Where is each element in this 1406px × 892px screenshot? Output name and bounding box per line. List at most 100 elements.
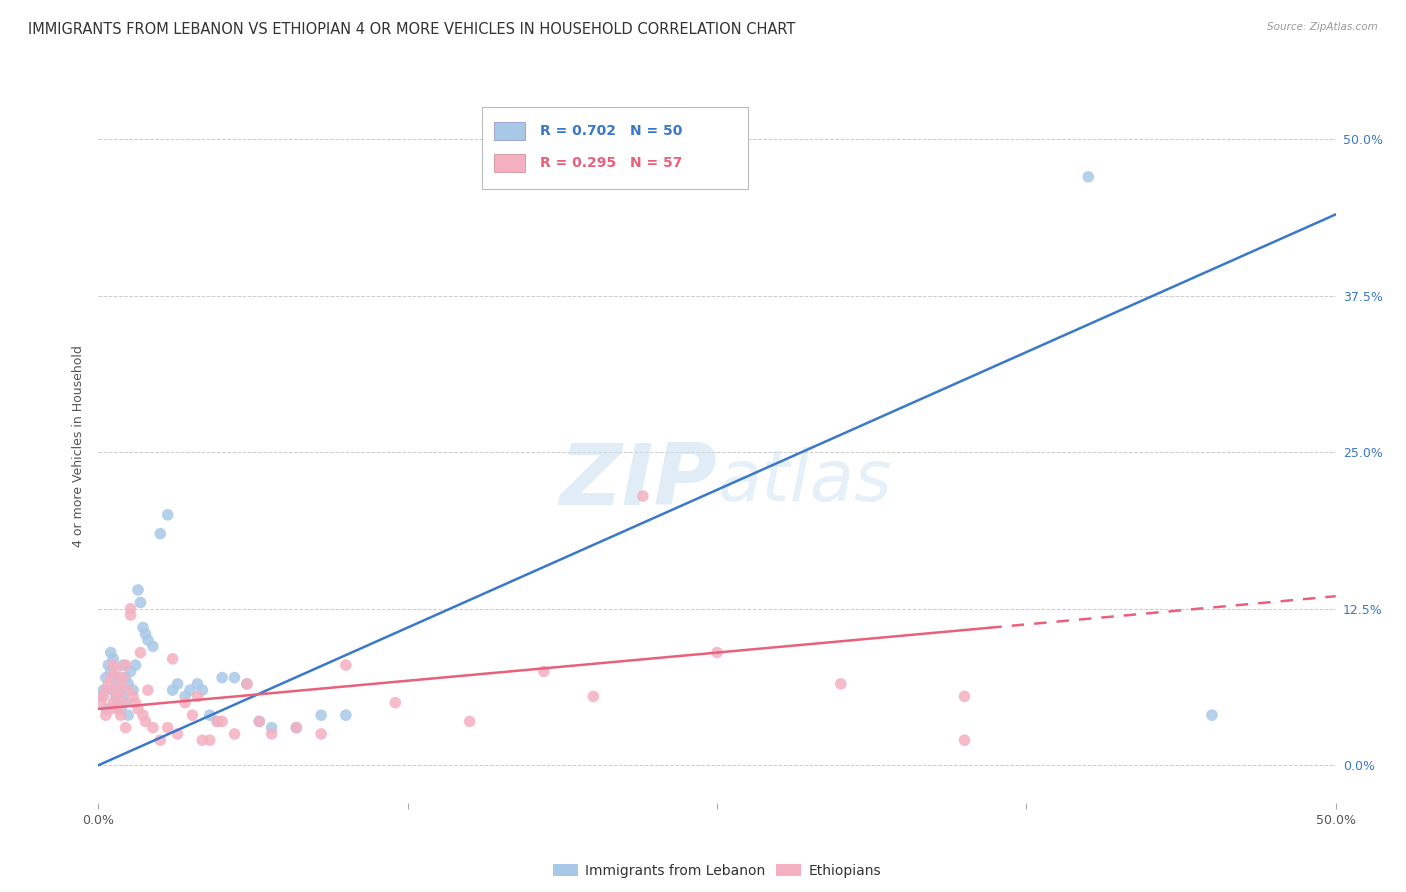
Point <box>94 683 117 698</box>
Point <box>103 696 125 710</box>
Point <box>104 677 127 691</box>
Text: R = 0.702: R = 0.702 <box>540 124 616 137</box>
Point <box>181 708 204 723</box>
Point <box>191 683 214 698</box>
Point <box>309 708 332 723</box>
Point <box>582 690 605 704</box>
Point <box>166 677 188 691</box>
Point <box>114 721 136 735</box>
Point <box>706 646 728 660</box>
Point <box>129 646 152 660</box>
Point <box>103 658 125 673</box>
Point <box>134 627 156 641</box>
Point <box>211 671 233 685</box>
FancyBboxPatch shape <box>482 107 748 189</box>
Point <box>110 677 132 691</box>
Point <box>117 683 139 698</box>
Point <box>97 677 120 691</box>
Point <box>384 696 406 710</box>
Point <box>94 708 117 723</box>
Point <box>114 696 136 710</box>
Point <box>285 721 308 735</box>
Point <box>186 690 208 704</box>
Point <box>129 595 152 609</box>
Text: atlas: atlas <box>717 447 891 516</box>
Y-axis label: 4 or more Vehicles in Household: 4 or more Vehicles in Household <box>72 345 86 547</box>
Text: IMMIGRANTS FROM LEBANON VS ETHIOPIAN 4 OR MORE VEHICLES IN HOUSEHOLD CORRELATION: IMMIGRANTS FROM LEBANON VS ETHIOPIAN 4 O… <box>28 22 796 37</box>
Point <box>224 727 246 741</box>
Point <box>205 714 228 729</box>
Point <box>122 683 145 698</box>
Point <box>174 696 197 710</box>
Point <box>104 690 127 704</box>
Point <box>830 677 852 691</box>
Point <box>93 683 115 698</box>
Point <box>236 677 259 691</box>
Point <box>186 677 208 691</box>
Point <box>107 702 129 716</box>
Point <box>122 690 145 704</box>
Point <box>120 601 142 615</box>
Point <box>110 708 132 723</box>
Point <box>124 658 146 673</box>
Point <box>114 671 136 685</box>
Point <box>166 727 188 741</box>
Point <box>90 690 112 704</box>
Point <box>247 714 270 729</box>
Point <box>236 677 259 691</box>
Legend: Immigrants from Lebanon, Ethiopians: Immigrants from Lebanon, Ethiopians <box>548 860 886 882</box>
Point <box>110 702 132 716</box>
Point <box>631 489 654 503</box>
Point <box>132 621 155 635</box>
Point <box>112 690 135 704</box>
Point <box>260 727 283 741</box>
Point <box>198 733 221 747</box>
Point <box>103 652 125 666</box>
Point <box>142 721 165 735</box>
Point <box>117 708 139 723</box>
Point <box>110 683 132 698</box>
Point <box>309 727 332 741</box>
Point <box>100 646 122 660</box>
Point <box>335 658 357 673</box>
Point <box>124 696 146 710</box>
Point <box>117 677 139 691</box>
Point <box>112 671 135 685</box>
Point <box>285 721 308 735</box>
Text: R = 0.295: R = 0.295 <box>540 156 616 169</box>
Point <box>205 714 228 729</box>
Point <box>112 658 135 673</box>
Point <box>142 640 165 654</box>
Text: N = 50: N = 50 <box>630 124 683 137</box>
Point <box>93 690 115 704</box>
Point <box>100 702 122 716</box>
FancyBboxPatch shape <box>495 121 526 139</box>
Point <box>104 665 127 679</box>
Point <box>458 714 481 729</box>
Point <box>100 665 122 679</box>
Point <box>224 671 246 685</box>
Point <box>260 721 283 735</box>
Point <box>107 671 129 685</box>
Text: N = 57: N = 57 <box>630 156 683 169</box>
Point <box>156 508 179 522</box>
Point <box>107 690 129 704</box>
Point <box>94 671 117 685</box>
Point <box>127 582 149 597</box>
Point <box>112 696 135 710</box>
Point <box>100 671 122 685</box>
Point <box>103 683 125 698</box>
Point <box>120 607 142 622</box>
Point <box>198 708 221 723</box>
Point <box>104 683 127 698</box>
Point <box>136 633 159 648</box>
Point <box>136 683 159 698</box>
Point <box>191 733 214 747</box>
Point <box>90 696 112 710</box>
Point <box>127 702 149 716</box>
Point <box>533 665 555 679</box>
Point <box>97 658 120 673</box>
Point <box>114 658 136 673</box>
Point <box>1201 708 1223 723</box>
Point <box>94 702 117 716</box>
